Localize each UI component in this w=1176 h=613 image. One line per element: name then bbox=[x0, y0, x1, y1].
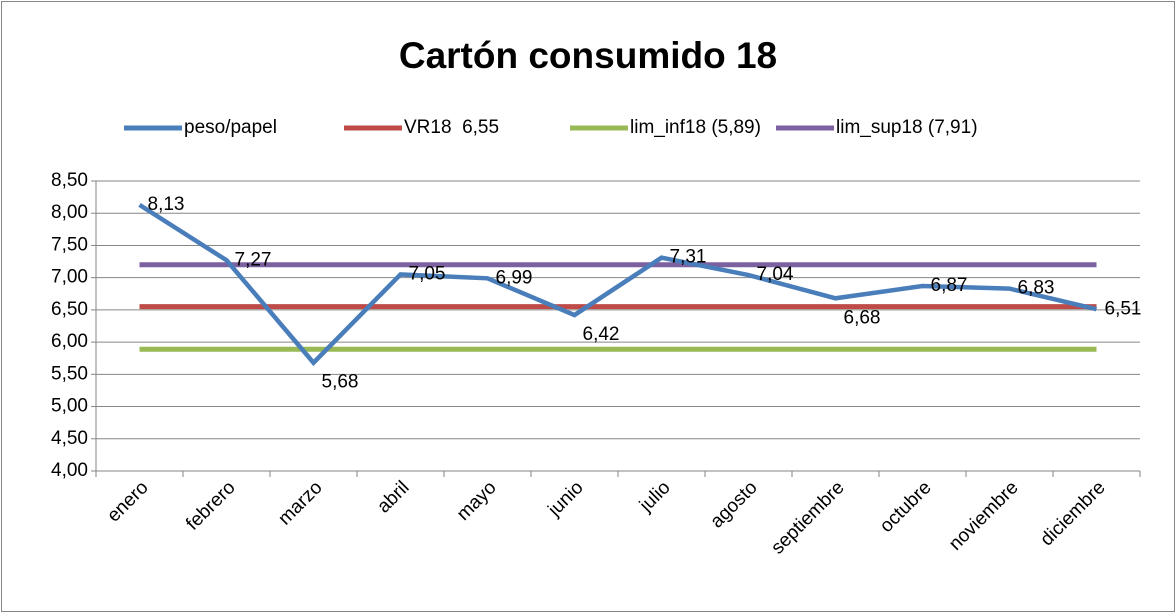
data-label: 8,13 bbox=[148, 194, 185, 215]
y-tick-label: 6,00 bbox=[51, 331, 88, 352]
y-tick-label: 4,50 bbox=[51, 428, 88, 449]
data-label: 6,51 bbox=[1105, 298, 1142, 319]
data-label: 7,31 bbox=[670, 247, 707, 268]
y-tick-label: 8,50 bbox=[51, 170, 88, 191]
y-tick-label: 7,00 bbox=[51, 267, 88, 288]
data-label: 5,68 bbox=[322, 372, 359, 393]
data-label: 6,42 bbox=[583, 324, 620, 345]
y-tick-label: 7,50 bbox=[51, 234, 88, 255]
legend-label: peso/papel bbox=[184, 117, 277, 138]
y-tick-label: 6,50 bbox=[51, 299, 88, 320]
data-label: 7,04 bbox=[757, 264, 794, 285]
data-label: 6,99 bbox=[496, 267, 533, 288]
chart-title: Cartón consumido 18 bbox=[399, 35, 777, 76]
data-label: 6,68 bbox=[844, 307, 881, 328]
y-tick-label: 5,50 bbox=[51, 363, 88, 384]
data-label: 6,83 bbox=[1018, 278, 1055, 299]
data-label: 7,27 bbox=[235, 249, 272, 270]
data-label: 6,87 bbox=[931, 275, 968, 296]
y-tick-label: 8,00 bbox=[51, 202, 88, 223]
legend-label: lim_sup18 (7,91) bbox=[836, 117, 978, 138]
legend-label: VR18 6,55 bbox=[404, 117, 499, 138]
legend-label: lim_inf18 (5,89) bbox=[630, 117, 761, 138]
series-line bbox=[138, 202, 1098, 367]
y-tick-label: 5,00 bbox=[51, 396, 88, 417]
y-tick-label: 4,00 bbox=[51, 460, 88, 481]
data-label: 7,05 bbox=[409, 263, 446, 284]
